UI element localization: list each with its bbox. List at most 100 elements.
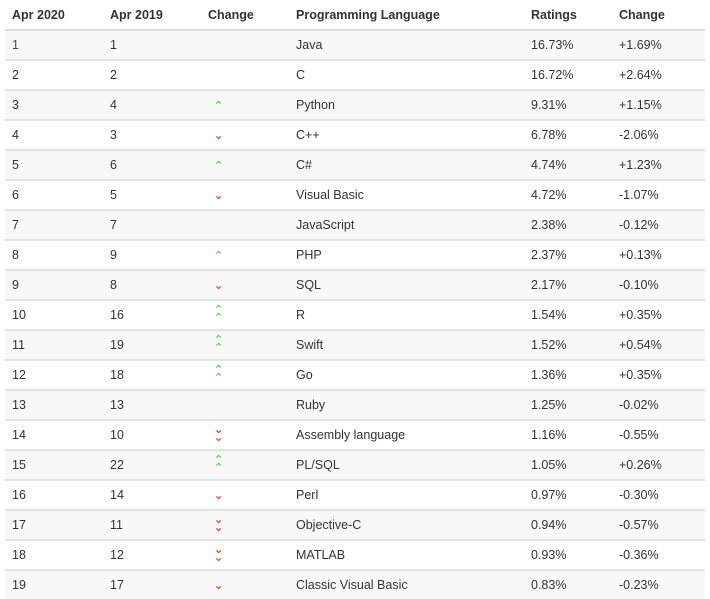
rating-value: 1.54% bbox=[524, 299, 612, 330]
rank-2019: 13 bbox=[103, 389, 201, 420]
table-row: 3 4 ⌃ Python 9.31% +1.15% bbox=[5, 89, 705, 120]
rank-2020: 17 bbox=[5, 509, 103, 540]
chevron-down-icon: ⌄ bbox=[214, 190, 224, 202]
rating-value: 0.93% bbox=[524, 539, 612, 570]
change-value: -0.10% bbox=[612, 269, 705, 300]
rating-value: 1.25% bbox=[524, 389, 612, 420]
change-value: -1.07% bbox=[612, 179, 705, 210]
rank-2019: 11 bbox=[103, 509, 201, 540]
ranking-table: Apr 2020 Apr 2019 Change Programming Lan… bbox=[5, 0, 705, 599]
trend-cell bbox=[201, 389, 289, 420]
rank-2020: 19 bbox=[5, 569, 103, 599]
trend-cell: ⌄ ⌄ bbox=[201, 509, 289, 540]
language-name: Go bbox=[289, 359, 524, 390]
language-name: JavaScript bbox=[289, 209, 524, 240]
header-language[interactable]: Programming Language bbox=[289, 0, 524, 31]
rank-2019: 19 bbox=[103, 329, 201, 360]
change-value: -0.57% bbox=[612, 509, 705, 540]
language-name: C bbox=[289, 59, 524, 90]
language-name: R bbox=[289, 299, 524, 330]
language-name: Java bbox=[289, 29, 524, 60]
chevron-down-icon: ⌄ bbox=[214, 580, 224, 592]
table-row: 13 13 Ruby 1.25% -0.02% bbox=[5, 389, 705, 420]
language-name: Ruby bbox=[289, 389, 524, 420]
trend-cell: ⌄ ⌄ bbox=[201, 539, 289, 570]
change-value: +0.26% bbox=[612, 449, 705, 480]
table-row: 18 12 ⌄ ⌄ MATLAB 0.93% -0.36% bbox=[5, 539, 705, 570]
rank-2020: 5 bbox=[5, 149, 103, 180]
rating-value: 6.78% bbox=[524, 119, 612, 150]
trend-cell: ⌃ ⌃ bbox=[201, 359, 289, 390]
language-name: Visual Basic bbox=[289, 179, 524, 210]
change-value: -0.12% bbox=[612, 209, 705, 240]
rank-2020: 16 bbox=[5, 479, 103, 510]
table-row: 4 3 ⌄ C++ 6.78% -2.06% bbox=[5, 119, 705, 150]
table-row: 5 6 ⌃ C# 4.74% +1.23% bbox=[5, 149, 705, 180]
language-name: Objective-C bbox=[289, 509, 524, 540]
rank-2019: 18 bbox=[103, 359, 201, 390]
rank-2019: 9 bbox=[103, 239, 201, 270]
rating-value: 9.31% bbox=[524, 89, 612, 120]
chevron-up-icon: ⌃ bbox=[214, 100, 224, 112]
rating-value: 0.94% bbox=[524, 509, 612, 540]
chevron-down-icon: ⌄ bbox=[214, 490, 224, 502]
table-row: 19 17 ⌄ Classic Visual Basic 0.83% -0.23% bbox=[5, 569, 705, 599]
trend-cell: ⌄ bbox=[201, 569, 289, 599]
trend-cell: ⌄ bbox=[201, 119, 289, 150]
header-apr2019[interactable]: Apr 2019 bbox=[103, 0, 201, 31]
table-row: 10 16 ⌃ ⌃ R 1.54% +0.35% bbox=[5, 299, 705, 330]
rank-2020: 11 bbox=[5, 329, 103, 360]
rank-2020: 2 bbox=[5, 59, 103, 90]
change-value: +0.35% bbox=[612, 359, 705, 390]
header-change-percent[interactable]: Change bbox=[612, 0, 705, 31]
table-row: 16 14 ⌄ Perl 0.97% -0.30% bbox=[5, 479, 705, 510]
trend-cell bbox=[201, 29, 289, 60]
table-row: 1 1 Java 16.73% +1.69% bbox=[5, 29, 705, 60]
rank-2019: 3 bbox=[103, 119, 201, 150]
header-apr2020[interactable]: Apr 2020 bbox=[5, 0, 103, 31]
rank-2019: 10 bbox=[103, 419, 201, 450]
change-value: -2.06% bbox=[612, 119, 705, 150]
rank-2020: 10 bbox=[5, 299, 103, 330]
change-value: +1.15% bbox=[612, 89, 705, 120]
rank-2020: 13 bbox=[5, 389, 103, 420]
rating-value: 1.05% bbox=[524, 449, 612, 480]
rating-value: 2.37% bbox=[524, 239, 612, 270]
trend-cell: ⌃ bbox=[201, 239, 289, 270]
change-value: -0.02% bbox=[612, 389, 705, 420]
rank-2019: 8 bbox=[103, 269, 201, 300]
trend-cell bbox=[201, 209, 289, 240]
header-change[interactable]: Change bbox=[201, 0, 289, 31]
rank-2020: 18 bbox=[5, 539, 103, 570]
rating-value: 1.52% bbox=[524, 329, 612, 360]
rank-2020: 14 bbox=[5, 419, 103, 450]
rating-value: 1.16% bbox=[524, 419, 612, 450]
chevron-down-icon: ⌄ bbox=[214, 280, 224, 292]
rank-2020: 6 bbox=[5, 179, 103, 210]
table-row: 2 2 C 16.72% +2.64% bbox=[5, 59, 705, 90]
rating-value: 0.97% bbox=[524, 479, 612, 510]
change-value: +1.23% bbox=[612, 149, 705, 180]
change-value: -0.30% bbox=[612, 479, 705, 510]
rank-2019: 4 bbox=[103, 89, 201, 120]
double-chevron-up-icon: ⌃ ⌃ bbox=[214, 364, 224, 384]
chevron-down-icon: ⌄ bbox=[214, 130, 224, 142]
rating-value: 4.74% bbox=[524, 149, 612, 180]
trend-cell: ⌃ ⌃ bbox=[201, 329, 289, 360]
chevron-up-icon: ⌃ bbox=[214, 250, 224, 262]
trend-cell: ⌃ ⌃ bbox=[201, 299, 289, 330]
table-header: Apr 2020 Apr 2019 Change Programming Lan… bbox=[5, 0, 705, 31]
language-name: Perl bbox=[289, 479, 524, 510]
rank-2019: 2 bbox=[103, 59, 201, 90]
header-ratings[interactable]: Ratings bbox=[524, 0, 612, 31]
trend-cell: ⌄ bbox=[201, 479, 289, 510]
rank-2020: 8 bbox=[5, 239, 103, 270]
rating-value: 16.73% bbox=[524, 29, 612, 60]
rank-2020: 15 bbox=[5, 449, 103, 480]
language-name: Classic Visual Basic bbox=[289, 569, 524, 599]
table-row: 17 11 ⌄ ⌄ Objective-C 0.94% -0.57% bbox=[5, 509, 705, 540]
trend-cell: ⌃ ⌃ bbox=[201, 449, 289, 480]
change-value: +0.35% bbox=[612, 299, 705, 330]
rank-2019: 12 bbox=[103, 539, 201, 570]
double-chevron-up-icon: ⌃ ⌃ bbox=[214, 304, 224, 324]
